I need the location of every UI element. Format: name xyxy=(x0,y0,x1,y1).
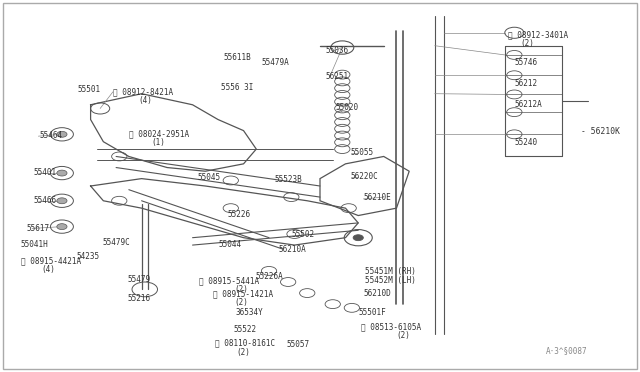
Text: (4): (4) xyxy=(138,96,152,105)
Text: 55464: 55464 xyxy=(40,131,63,140)
Text: (2): (2) xyxy=(521,39,534,48)
Text: 55057: 55057 xyxy=(287,340,310,349)
Text: 56210A: 56210A xyxy=(278,245,307,254)
Text: (4): (4) xyxy=(41,265,55,274)
Text: 55617: 55617 xyxy=(27,224,50,232)
Text: Ⓝ 08912-8421A: Ⓝ 08912-8421A xyxy=(113,87,173,96)
Text: 5556 3I: 5556 3I xyxy=(221,83,253,92)
Text: 55036: 55036 xyxy=(325,46,348,55)
Text: 55502: 55502 xyxy=(291,230,314,239)
Text: 56251: 56251 xyxy=(325,72,348,81)
Text: (1): (1) xyxy=(151,138,165,147)
Text: Ⓦ 08915-1421A: Ⓦ 08915-1421A xyxy=(213,289,273,298)
Text: 55451M (RH): 55451M (RH) xyxy=(365,267,415,276)
Text: 55501: 55501 xyxy=(78,85,101,94)
Text: - 56210K: - 56210K xyxy=(581,127,620,136)
Text: 54235: 54235 xyxy=(77,252,100,262)
Text: Ⓢ 08513-6105A: Ⓢ 08513-6105A xyxy=(362,323,422,331)
Text: 56210E: 56210E xyxy=(364,193,391,202)
Text: 56220C: 56220C xyxy=(351,171,378,180)
Text: (2): (2) xyxy=(396,331,410,340)
Text: 55401: 55401 xyxy=(33,168,56,177)
Text: 55020: 55020 xyxy=(336,103,359,112)
Circle shape xyxy=(57,224,67,230)
Text: 55240: 55240 xyxy=(515,138,538,147)
Text: 56212: 56212 xyxy=(515,79,538,88)
Text: 55522: 55522 xyxy=(234,325,257,334)
Text: A·3^§0087: A·3^§0087 xyxy=(546,346,588,355)
Text: 55055: 55055 xyxy=(351,148,374,157)
Text: 55611B: 55611B xyxy=(223,53,251,62)
Circle shape xyxy=(353,235,364,241)
Text: 55045: 55045 xyxy=(198,173,221,182)
Text: 55479A: 55479A xyxy=(261,58,289,67)
Text: 55041H: 55041H xyxy=(20,240,48,249)
Text: Ⓝ 08912-3401A: Ⓝ 08912-3401A xyxy=(508,30,568,39)
Text: 55226: 55226 xyxy=(228,209,251,219)
Text: 55501F: 55501F xyxy=(358,308,386,317)
Text: (2): (2) xyxy=(234,285,248,294)
Text: 55452M (LH): 55452M (LH) xyxy=(365,276,415,285)
Circle shape xyxy=(57,170,67,176)
Text: 55226A: 55226A xyxy=(255,272,283,281)
Text: 55479C: 55479C xyxy=(102,238,130,247)
Text: Ⓡ 08024-2951A: Ⓡ 08024-2951A xyxy=(129,129,189,138)
Text: 56212A: 56212A xyxy=(515,100,542,109)
Text: (2): (2) xyxy=(236,348,250,357)
Text: Ⓡ 08110-8161C: Ⓡ 08110-8161C xyxy=(215,339,275,348)
Text: Ⓦ 08915-5441A: Ⓦ 08915-5441A xyxy=(199,276,259,285)
Text: 55466: 55466 xyxy=(33,196,56,205)
Text: (2): (2) xyxy=(234,298,248,307)
Text: 36534Y: 36534Y xyxy=(236,308,264,317)
Text: 55523B: 55523B xyxy=(274,175,302,184)
Circle shape xyxy=(57,198,67,204)
Text: 55216: 55216 xyxy=(127,295,150,304)
Text: Ⓦ 08915-4421A: Ⓦ 08915-4421A xyxy=(20,256,81,265)
Text: 55044: 55044 xyxy=(218,240,241,249)
Text: 55746: 55746 xyxy=(515,58,538,67)
Text: 55479: 55479 xyxy=(127,275,150,283)
Text: 56210D: 56210D xyxy=(364,289,391,298)
Circle shape xyxy=(57,131,67,137)
